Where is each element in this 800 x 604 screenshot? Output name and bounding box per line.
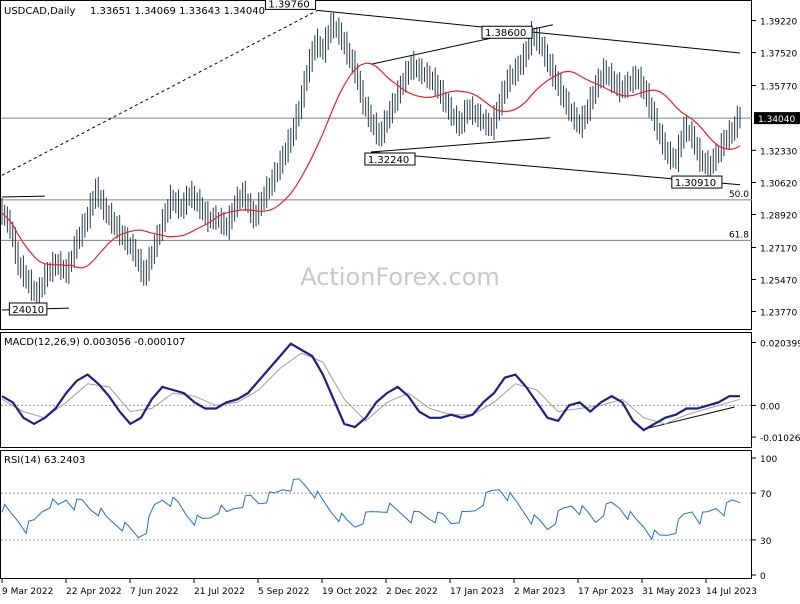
x-tick-label: 21 Jul 2022 — [194, 587, 245, 597]
price-annotation-box — [364, 152, 416, 166]
x-tick-label: 17 Apr 2023 — [578, 587, 634, 597]
x-tick-label: 2 Mar 2023 — [514, 587, 565, 597]
x-tick-label: 9 Mar 2022 — [2, 587, 53, 597]
price-tick-label: 1.27170 — [760, 244, 797, 254]
rsi-tick-label: 100 — [760, 455, 777, 465]
trendline — [1, 9, 318, 176]
x-tick-label: 14 Jul 2023 — [706, 587, 757, 597]
rsi-title: RSI(14) 63.2403 — [4, 455, 85, 466]
x-tick-label: 17 Jan 2023 — [450, 587, 504, 597]
trendline — [1, 195, 45, 198]
macd-title: MACD(12,26,9) 0.003056 -0.000107 — [4, 337, 185, 348]
trendline — [370, 137, 551, 153]
price-tick-label: 1.30620 — [760, 180, 797, 190]
price-annotation: 1.39760 — [268, 0, 309, 10]
macd-tick-label: 0.020399 — [760, 339, 800, 349]
watermark: ActionForex.com — [300, 263, 500, 291]
rsi-tick-label: 30 — [760, 537, 772, 547]
symbol-label: USDCAD,Daily — [4, 6, 75, 17]
rsi-line — [1, 478, 741, 541]
price-tick-label: 1.39220 — [760, 18, 797, 28]
current-price-label: 1.34040 — [758, 115, 795, 125]
x-tick-label: 2 Dec 2022 — [386, 587, 438, 597]
rsi-tick-label: 0 — [760, 572, 766, 582]
price-annotation: 1.38600 — [485, 28, 526, 39]
macd-panel — [0, 332, 752, 448]
fib-level-label: 50.0 — [729, 190, 749, 200]
fib-level-label: 61.8 — [729, 230, 749, 240]
price-tick-label: 1.28920 — [760, 212, 797, 222]
macd-tick-label: -0.01026 — [760, 434, 800, 444]
ohlc-header: 1.33651 1.34069 1.33643 1.34040 — [90, 6, 265, 17]
x-tick-label: 5 Sep 2022 — [258, 587, 309, 597]
price-annotation: 1.30910 — [675, 178, 716, 189]
macd-signal-line — [1, 352, 741, 425]
x-tick-label: 19 Oct 2022 — [322, 587, 378, 597]
price-annotation: 1.32240 — [368, 155, 409, 166]
current-price-badge — [754, 112, 800, 125]
x-tick-label: 22 Apr 2022 — [66, 587, 122, 597]
price-tick-label: 1.25470 — [760, 276, 797, 286]
x-tick-label: 31 May 2023 — [642, 587, 701, 597]
price-tick-label: 1.35770 — [760, 83, 797, 93]
price-annotation-box — [671, 175, 723, 189]
price-tick-label: 1.23770 — [760, 309, 797, 319]
rsi-panel — [0, 450, 752, 579]
price-annotation: 24010 — [12, 305, 44, 316]
x-tick-label: 7 Jun 2022 — [130, 587, 178, 597]
macd-trendline — [646, 406, 735, 430]
price-annotation-box — [481, 25, 533, 39]
macd-line — [1, 342, 740, 432]
moving-average-line — [1, 62, 741, 269]
price-tick-label: 1.37520 — [760, 50, 797, 60]
rsi-tick-label: 70 — [760, 490, 772, 500]
price-annotation-box — [8, 302, 48, 316]
macd-tick-label: 0.00 — [760, 402, 780, 412]
price-annotation-box — [264, 0, 317, 10]
price-tick-label: 1.32330 — [760, 147, 797, 157]
